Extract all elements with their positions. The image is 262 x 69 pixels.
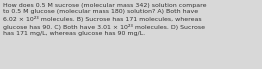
Text: How does 0.5 M sucrose (molecular mass 342) solution compare
to 0.5 M glucose (m: How does 0.5 M sucrose (molecular mass 3… xyxy=(3,3,207,36)
